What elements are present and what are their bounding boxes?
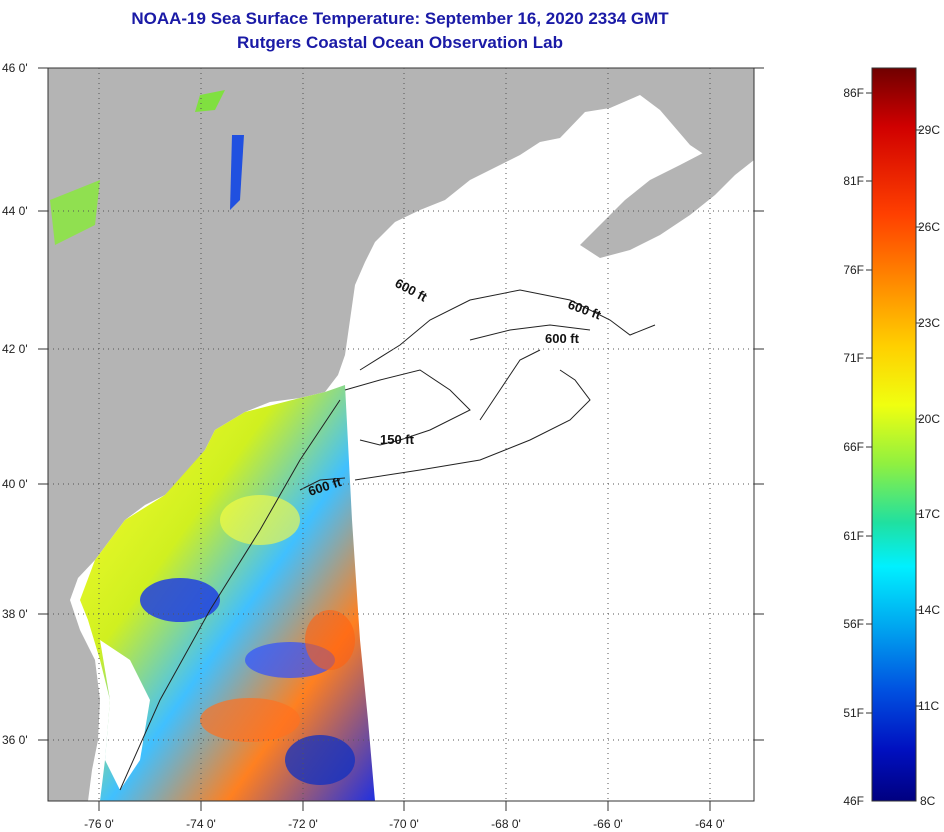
colorbar-f-label: 81F <box>843 174 864 188</box>
colorbar-f-label: 71F <box>843 351 864 365</box>
warm-patch <box>220 495 300 545</box>
lat-label: 42 0' <box>2 342 28 356</box>
warm-patch <box>200 698 300 742</box>
cold-patch <box>140 578 220 622</box>
colorbar-f-label: 66F <box>843 440 864 454</box>
colorbar-c-ticks <box>916 129 922 707</box>
colorbar-c-label: 8C <box>920 794 936 808</box>
lat-label: 46 0' <box>2 61 28 75</box>
lake-patch <box>195 90 225 112</box>
colorbar-f-label: 51F <box>843 706 864 720</box>
map-title: NOAA-19 Sea Surface Temperature: Septemb… <box>131 9 669 28</box>
lon-label: -70 0' <box>389 817 419 831</box>
colorbar-f-label: 56F <box>843 617 864 631</box>
cold-patch <box>285 735 355 785</box>
lat-label: 44 0' <box>2 204 28 218</box>
contour-label: 600 ft <box>545 331 580 346</box>
colorbar-c-label: 20C <box>918 412 940 426</box>
colorbar-f-label: 86F <box>843 86 864 100</box>
lat-label: 36 0' <box>2 733 28 747</box>
gridlines <box>48 68 754 801</box>
tick-marks <box>38 67 764 811</box>
colorbar-f-label: 46F <box>843 794 864 808</box>
colorbar-f-label: 76F <box>843 263 864 277</box>
map-frame <box>47 67 755 802</box>
contour-label: 150 ft <box>380 432 415 447</box>
map-subtitle: Rutgers Coastal Ocean Observation Lab <box>237 33 563 52</box>
lon-label: -64 0' <box>695 817 725 831</box>
colorbar-c-label: 29C <box>918 123 940 137</box>
temperature-colorbar <box>871 67 917 802</box>
colorbar-c-label: 11C <box>918 699 939 713</box>
lon-label: -72 0' <box>288 817 318 831</box>
colorbar-c-label: 14C <box>918 603 940 617</box>
lon-label: -74 0' <box>186 817 216 831</box>
lon-label: -68 0' <box>491 817 521 831</box>
lon-label: -76 0' <box>84 817 114 831</box>
warm-patch <box>305 610 355 670</box>
colorbar-c-label: 23C <box>918 316 940 330</box>
bay-nodata <box>100 640 150 790</box>
lake-patch <box>230 135 244 210</box>
depth-contours <box>119 289 656 791</box>
lat-label: 38 0' <box>2 607 28 621</box>
nova-scotia <box>580 135 754 258</box>
colorbar-c-label: 26C <box>918 220 940 234</box>
lon-label: -66 0' <box>593 817 623 831</box>
us-mainland <box>48 68 754 801</box>
colorbar-c-label: 17C <box>918 507 940 521</box>
lat-label: 40 0' <box>2 477 28 491</box>
lake-patch <box>50 180 100 245</box>
colorbar-f-labels <box>866 92 872 714</box>
colorbar-f-label: 61F <box>843 529 864 543</box>
